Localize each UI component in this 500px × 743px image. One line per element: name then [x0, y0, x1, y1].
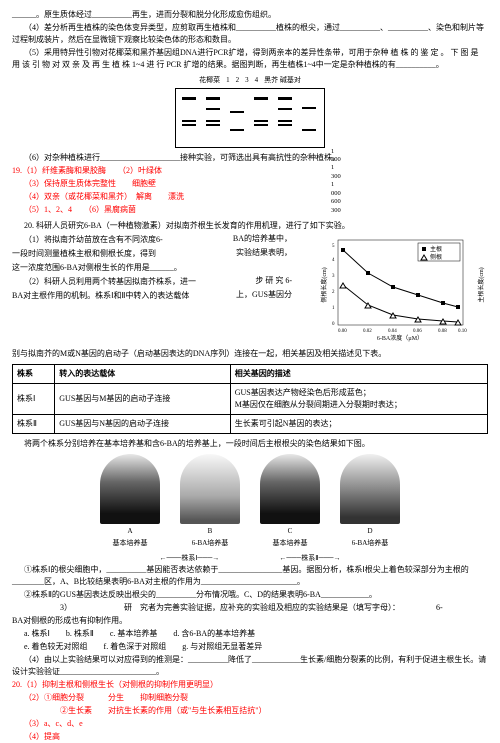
gel-lane-4: 4: [255, 75, 259, 86]
q20-s2b: BA对主根作用的机制。株系Ⅰ和Ⅱ中转入的表达载体: [12, 290, 189, 302]
q20-r2: 实验结果表明，: [236, 247, 292, 261]
svg-text:4: 4: [332, 258, 335, 263]
gel-title-right: 黑芥 碱基对: [264, 75, 301, 86]
svg-text:0.04: 0.04: [388, 329, 397, 334]
root-C: [260, 454, 320, 524]
svg-text:5: 5: [332, 244, 335, 249]
td-1-3: GUS基因表达产物经染色后形成蓝色； M基因仅在细胞从分裂间期进入分裂期时表达；: [230, 383, 487, 414]
q20-s6: ②株系Ⅱ的GUS基因表达反映出根尖的__________分布情况哦。C、D的结果…: [12, 589, 488, 601]
ans-19-4: （5）1、2、4 （6）黑腐病菌: [12, 204, 488, 216]
svg-text:侧根: 侧根: [430, 253, 442, 261]
q20-s5: ①株系Ⅰ的根尖细胞中，__________基因能否表达依赖于__________…: [12, 564, 488, 588]
gel-title-left: 花椰菜: [199, 75, 220, 86]
svg-text:6-BA浓度（µM）: 6-BA浓度（µM）: [377, 334, 423, 342]
text-p2: （4）差分析再生植株的染色体变异类型，应剪取再生植株和__________植株的…: [12, 22, 488, 46]
ans-20-2: （2）①细胞分裂 分生 抑制细胞分裂: [12, 692, 488, 704]
svg-text:0.02: 0.02: [363, 329, 372, 334]
root-lbl-C: C: [288, 527, 293, 535]
q20-s1c: 这一浓度范围6-BA对侧根生长的作用是______。: [12, 262, 292, 274]
q20-s7a: 3） 研 究者为完善实验证据，应补充的实验组及相应的实验结果是（填写字母）： 6…: [12, 602, 488, 614]
th-1: 株系: [13, 364, 55, 383]
td-1-2: GUS基因与M基因的启动子连接: [55, 383, 230, 414]
svg-text:0: 0: [332, 322, 335, 327]
root-cap-B: 6-BA培养基: [180, 538, 240, 549]
q20-s1a: （1）将拟南芥幼苗放在含有不同浓度6-: [12, 234, 163, 246]
root-D: [340, 454, 400, 524]
ans-20-4: （3）a、c、d、e: [12, 718, 488, 730]
svg-text:0.06: 0.06: [413, 329, 422, 334]
svg-text:主根长度(cm): 主根长度(cm): [477, 267, 485, 302]
gel-lane-1: 1: [226, 75, 230, 86]
svg-text:1: 1: [332, 306, 335, 311]
td-2-2: GUS基因与N基因的启动子连接: [55, 414, 230, 433]
gel-figure: 花椰菜 1 2 3 4 黑芥 碱基对: [12, 75, 488, 148]
svg-text:2: 2: [332, 290, 335, 295]
root-lbl-A: A: [127, 527, 132, 535]
root-group-2: ←───株系Ⅱ───→: [279, 553, 340, 564]
svg-text:主根: 主根: [430, 245, 442, 253]
ladder-4: 600: [331, 198, 341, 206]
gel-header: 花椰菜 1 2 3 4 黑芥 碱基对: [175, 75, 325, 86]
root-images: A 基本培养基 B 6-BA培养基 C 基本培养基 D 6-BA培养基: [12, 454, 488, 549]
ans-19-2: （3）保持原生质体完整性 细胞壁: [12, 178, 488, 190]
svg-text:3: 3: [332, 274, 335, 279]
q20-r3: 步 研 究 6-: [255, 275, 292, 289]
q20-s7b: BA对侧根的形成也有抑制作用。: [12, 615, 488, 627]
ladder-2: 1 300: [331, 164, 341, 181]
root-cap-C: 基本培养基: [260, 538, 320, 549]
td-1-1: 株系Ⅰ: [13, 383, 55, 414]
ladder-3: 1 000: [331, 181, 341, 198]
ladder-1: 1 500: [331, 148, 341, 165]
th-2: 转入的表达载体: [55, 364, 230, 383]
root-lbl-D: D: [367, 527, 372, 535]
root-B: [180, 454, 240, 524]
line-chart: 侧根长度(cm) 主根长度(cm) 6-BA浓度（µM） 0 1 2 3 4 5 0.0…: [318, 235, 488, 345]
root-A: [100, 454, 160, 524]
svg-text:侧根长度(cm): 侧根长度(cm): [320, 267, 328, 302]
text-p4: （6）对杂种植株进行____________________接种实验，可筛选出具…: [12, 152, 488, 164]
ans-20-1: 20.（1）抑制主根和侧根生长（对侧根的抑制作用更明显）: [12, 679, 488, 691]
root-cap-A: 基本培养基: [100, 538, 160, 549]
q20-r1: BA的培养基中，: [233, 233, 292, 247]
strain-table: 株系 转入的表达载体 相关基因的描述 株系Ⅰ GUS基因与M基因的启动子连接 G…: [12, 364, 488, 434]
chart-wrapper: 侧根长度(cm) 主根长度(cm) 6-BA浓度（µM） 0 1 2 3 4 5 0.0…: [318, 235, 488, 345]
q20-s8a: a. 株系Ⅰ b. 株系Ⅱ c. 基本培养基 d. 含6-BA的基本培养基: [12, 628, 488, 640]
q20-s4: 将两个株系分别培养在基本培养基和含6-BA的培养基上，一段时间后主根根尖的染色结…: [12, 438, 488, 450]
th-3: 相关基因的描述: [230, 364, 487, 383]
q20-intro: 20. 科研人员研究6-BA（一种植物激素）对拟南芥根生长发育的作用机理，进行了…: [12, 220, 488, 232]
td-2-3: 生长素可引起N基因的表达；: [230, 414, 487, 433]
text-p1: ______。原生质体经过__________再生，进而分裂和脱分化形成愈伤组织…: [12, 9, 488, 21]
q20-r4: 上，GUS基因分: [236, 289, 292, 303]
ans-20-5: （4）提高: [12, 731, 488, 743]
text-p3: （5）采用特异性引物对花椰菜和黑芥基因组DNA进行PCR扩增，得到两亲本的差异性…: [12, 47, 488, 71]
gel-lane-2: 2: [236, 75, 240, 86]
gel-lane-3: 3: [245, 75, 249, 86]
ans-19-3: （4）双亲（或花椰菜和黑芥） 解离 漂洗: [12, 191, 488, 203]
svg-text:0.08: 0.08: [438, 329, 447, 334]
q20-s8b: e. 着色较无对照组 f. 着色深于对照组 g. 与对照组无显著差异: [12, 641, 488, 653]
q20-s3: 别与拟南芥的M或N基因的启动子（启动基因表达的DNA序列）连接在一起，相关基因及…: [12, 348, 488, 360]
q20-s1b: 一段时间测量植株主根和侧根长度，得到: [12, 248, 156, 260]
q20-s2a: （2）科研人员利用两个转基因拟南芥株系，进一: [12, 276, 196, 288]
ladder-5: 300: [331, 207, 341, 215]
gel-box: [175, 88, 325, 148]
ans-19-1: 19.（1）纤维素酶和果胶酶 （2）叶绿体: [12, 165, 488, 177]
td-2-1: 株系Ⅱ: [13, 414, 55, 433]
q20-s9: （4）由以上实验结果可以对应得到的推测是：__________降低了______…: [12, 654, 488, 678]
svg-text:0.10: 0.10: [458, 329, 467, 334]
root-group-1: ←───株系Ⅰ───→: [159, 553, 219, 564]
ans-20-3: ②生长素 对抗生长素的作用（或"与生长素相互拮抗"）: [12, 705, 488, 717]
root-lbl-B: B: [208, 527, 213, 535]
root-cap-D: 6-BA培养基: [340, 538, 400, 549]
gel-ladder: 1 500 1 300 1 000 600 300: [331, 148, 341, 216]
svg-text:0.00: 0.00: [338, 329, 347, 334]
